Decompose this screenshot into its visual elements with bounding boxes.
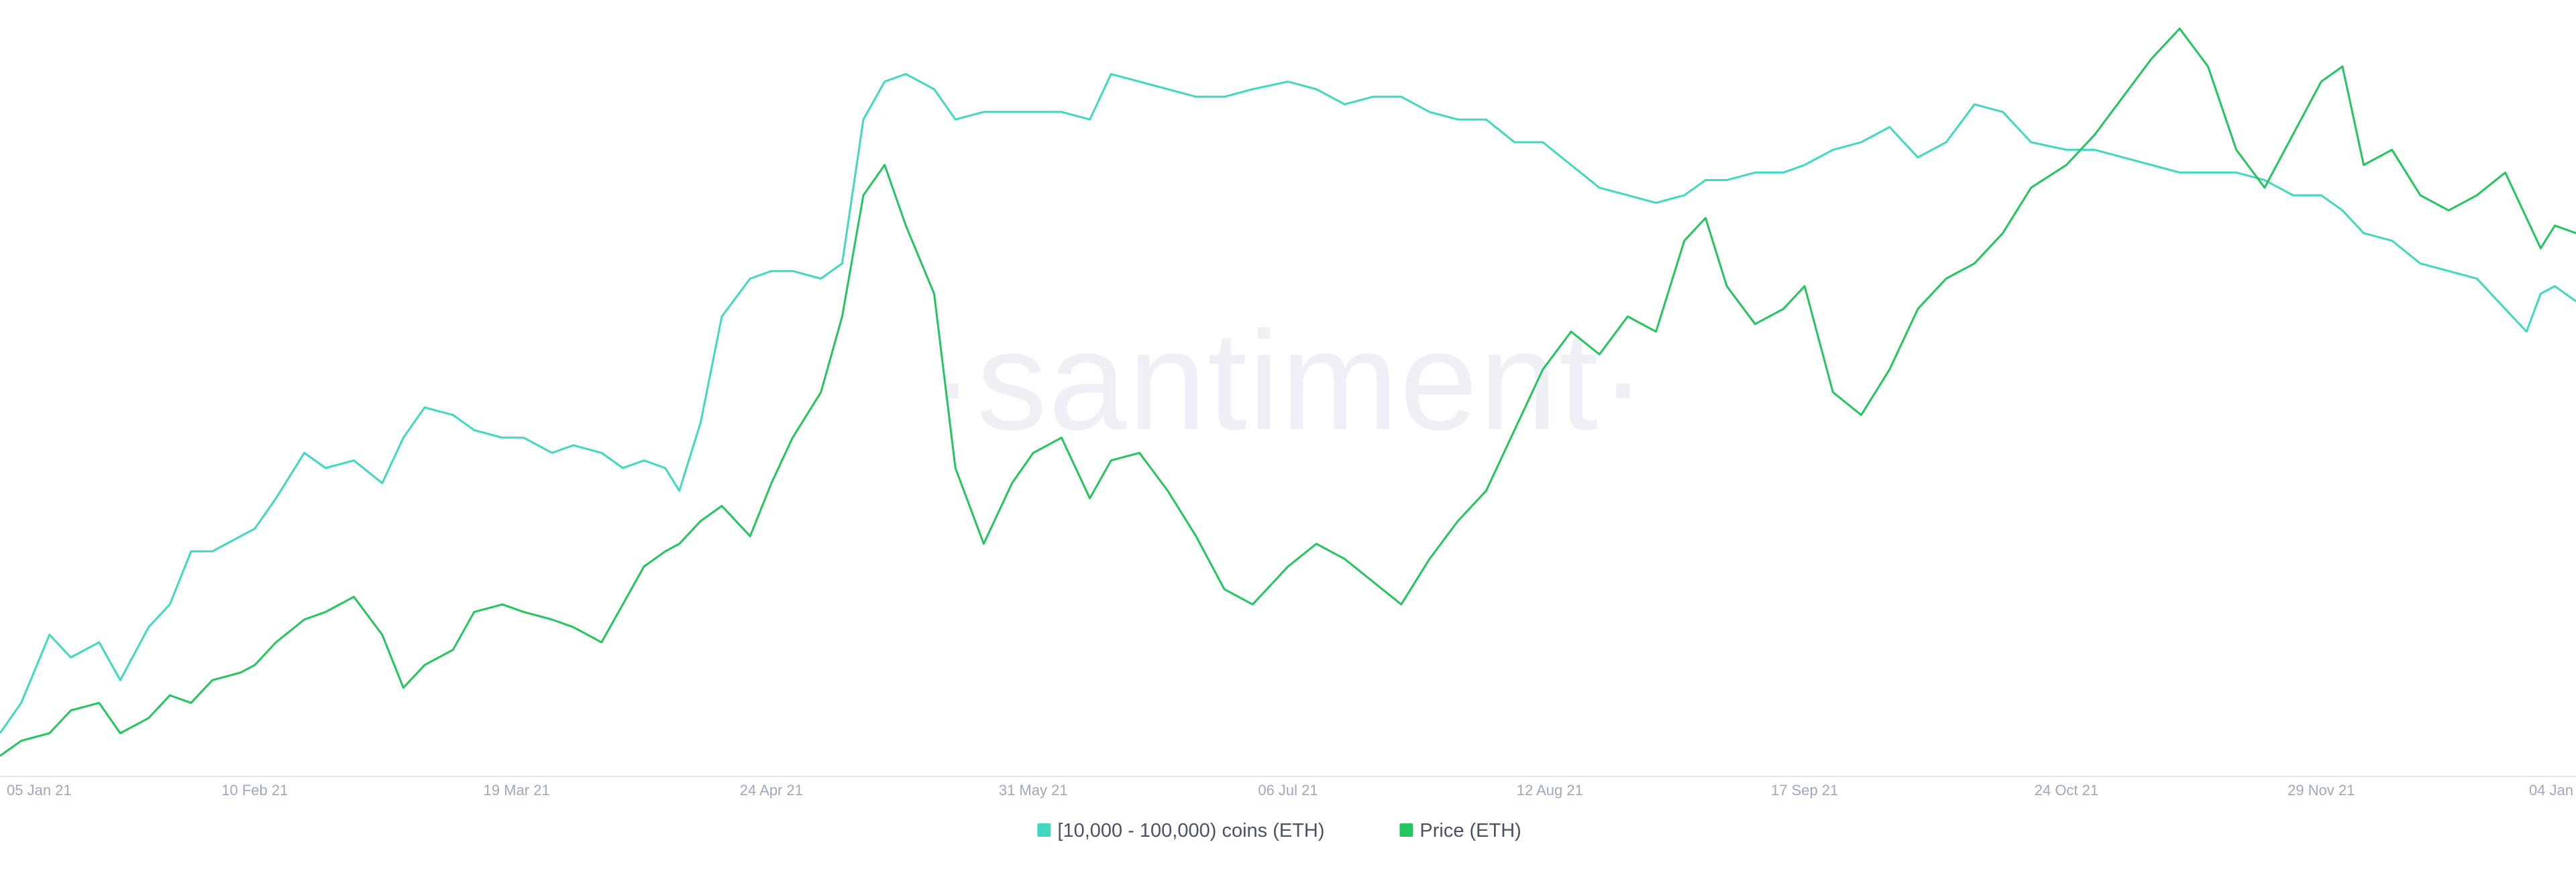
series-line-1 — [0, 72, 2576, 734]
series-layer — [0, 27, 2576, 757]
x-tick-label: 05 Jan 21 — [7, 782, 72, 799]
x-tick-label: 19 Mar 21 — [484, 782, 550, 799]
series-line-2 — [0, 27, 2576, 757]
chart-legend: [10,000 - 100,000) coins (ETH) Price (ETH… — [1037, 820, 1521, 841]
legend-swatch — [1399, 823, 1413, 837]
x-tick-label: 12 Aug 21 — [1517, 782, 1583, 799]
legend-label: Price (ETH) — [1419, 820, 1521, 841]
x-tick-label: 17 Sep 21 — [1771, 782, 1838, 799]
legend-label: [10,000 - 100,000) coins (ETH) — [1057, 820, 1324, 841]
x-tick-label: 31 May 21 — [999, 782, 1068, 799]
x-tick-label: 10 Feb 21 — [221, 782, 288, 799]
x-axis-ticks: 05 Jan 21 10 Feb 21 19 Mar 21 24 Apr 21 31 M… — [7, 782, 2573, 799]
santiment-watermark: ·santiment· — [928, 302, 1648, 459]
x-tick-label: 24 Apr 21 — [740, 782, 803, 799]
x-tick-label: 04 Jan — [2529, 782, 2573, 799]
legend-swatch — [1037, 823, 1051, 837]
x-tick-label: 06 Jul 21 — [1258, 782, 1318, 799]
x-tick-label: 29 Nov 21 — [2288, 782, 2355, 799]
x-tick-label: 24 Oct 21 — [2035, 782, 2098, 799]
